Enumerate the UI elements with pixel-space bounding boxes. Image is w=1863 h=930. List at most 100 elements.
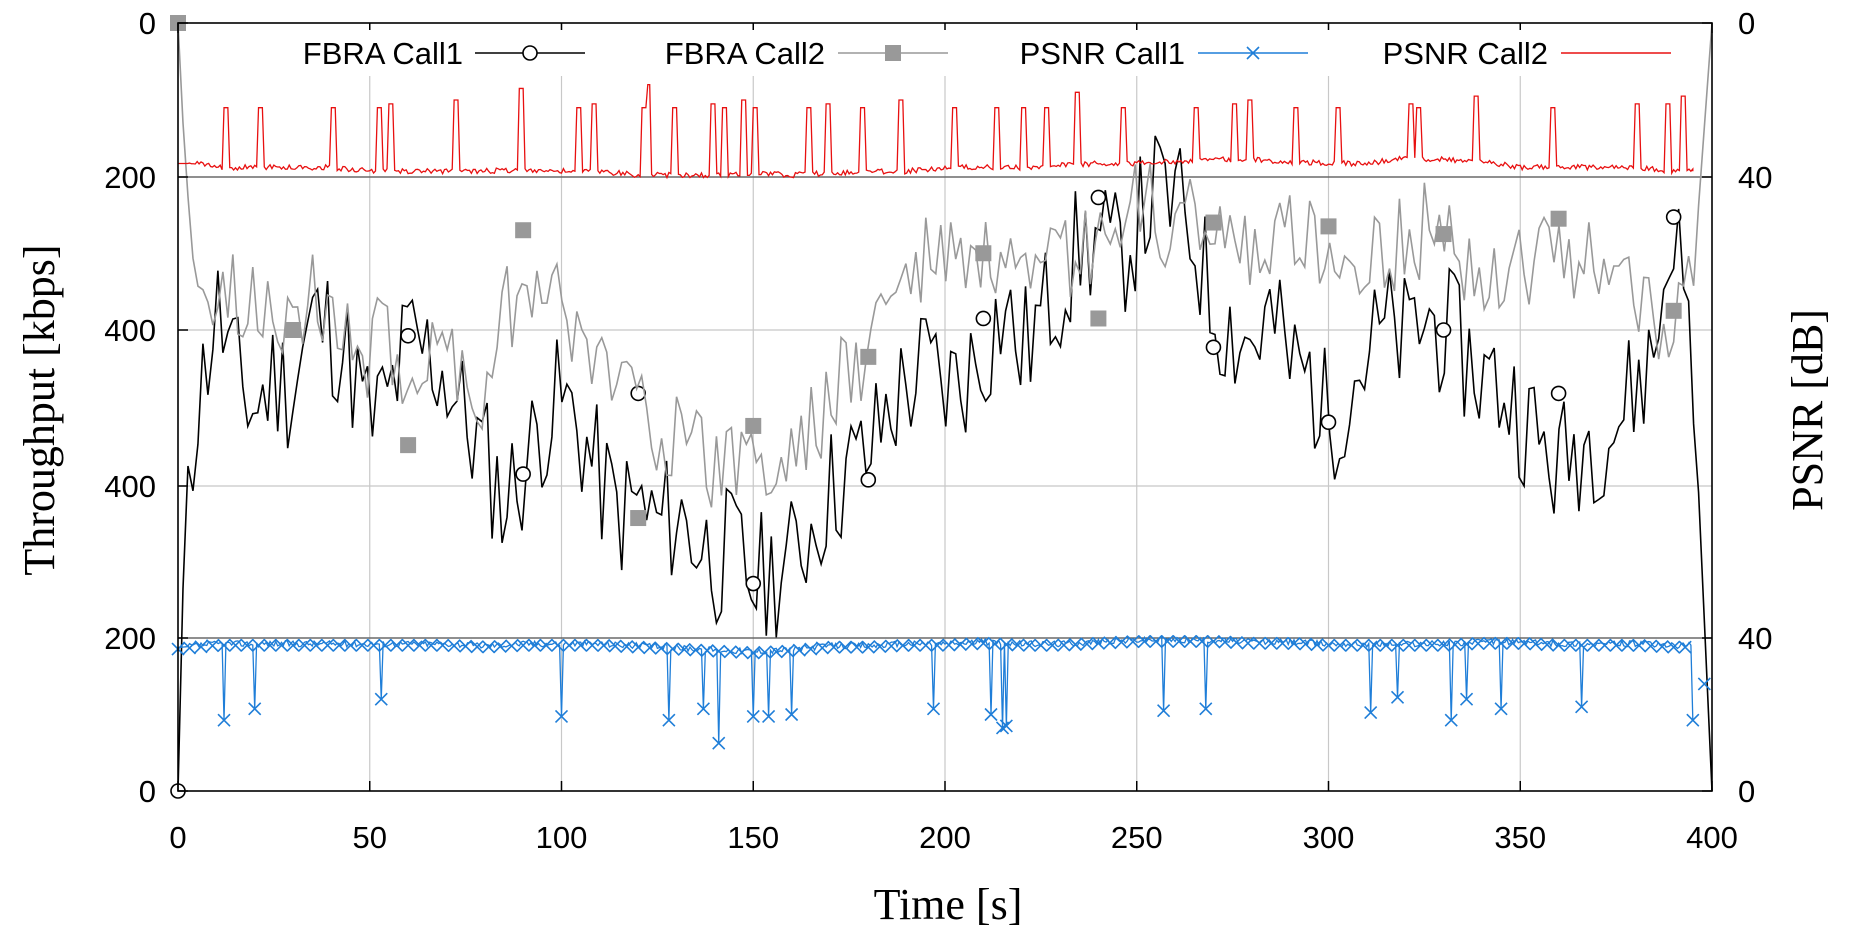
marker-psnr-call1 [1321,638,1336,652]
marker-psnr-call1 [1160,634,1174,649]
marker-psnr-call1 [516,638,530,652]
marker-psnr-call1 [930,638,944,652]
marker-psnr-call1 [1390,690,1405,704]
marker-psnr-call1 [1552,638,1566,652]
marker-fbra-call1 [1320,414,1337,431]
marker-fbra-call1 [1550,385,1567,402]
marker-psnr-call1 [1126,635,1140,649]
y-tick-label-left: 0 [139,6,156,41]
marker-psnr-call1 [1080,637,1094,651]
marker-psnr-call1 [1137,634,1151,649]
marker-psnr-call1 [332,638,346,652]
marker-psnr-call1 [401,638,415,652]
marker-psnr-call1 [424,638,438,652]
legend-label: FBRA Call2 [665,36,825,71]
marker-psnr-call1 [1494,702,1508,716]
marker-fbra-call1 [515,466,531,482]
marker-fbra-call2 [1320,218,1337,235]
marker-psnr-call1 [1344,638,1359,652]
marker-psnr-call1 [1275,636,1290,650]
marker-psnr-call1 [988,637,1002,651]
marker-psnr-call1 [1114,635,1128,649]
marker-psnr-call1 [631,640,645,654]
marker-psnr-call1 [390,638,404,652]
marker-psnr-call1 [1517,636,1531,651]
marker-psnr-call1 [907,638,921,652]
marker-psnr-call1 [597,638,611,653]
marker-psnr-call1 [1425,638,1439,652]
marker-psnr-call1 [1149,634,1163,649]
marker-psnr-call1 [1390,638,1405,652]
marker-psnr-call1 [1494,636,1508,650]
marker-psnr-call1 [574,638,588,652]
marker-psnr-call1 [1609,638,1623,652]
marker-psnr-call1 [1667,640,1681,654]
marker-psnr-call1 [984,707,998,722]
marker-psnr-call1 [482,640,496,654]
marker-fbra-call2 [285,322,302,338]
marker-fbra-call2 [1665,302,1682,319]
marker-psnr-call1 [896,638,910,653]
marker-psnr-call1 [1068,637,1082,652]
marker-psnr-call1 [1218,635,1232,649]
marker-psnr-call1 [1298,637,1313,651]
legend: FBRA Call1 FBRA Call2 PSNR Call1 PSNR Call2 [240,30,1690,76]
legend-marker-square [885,45,901,61]
marker-psnr-call1 [919,638,933,652]
marker-psnr-call1 [1459,637,1474,651]
x-axis-title: Time [s] [874,880,1023,929]
marker-psnr-call1 [942,638,956,652]
y-axis-title-left: Throughput [kbps] [15,244,64,575]
marker-psnr-call1 [965,637,979,651]
y-tick-label-right: 0 [1738,6,1755,41]
series-line-fbra-call2 [177,22,1713,508]
legend-label: FBRA Call1 [303,36,463,71]
y-tick-label-left: 400 [104,469,156,504]
marker-psnr-call1 [861,640,875,654]
marker-fbra-call1 [400,327,416,344]
marker-psnr-call1 [378,638,392,652]
marker-psnr-call1 [608,639,622,653]
marker-psnr-call1 [1586,638,1600,652]
x-tick-label: 0 [169,820,186,855]
y-tick-label-right: 40 [1738,621,1772,656]
marker-psnr-call1 [1540,638,1554,652]
marker-psnr-call1 [700,644,714,658]
y-tick-label-right: 40 [1738,160,1772,195]
marker-psnr-call1 [217,638,231,652]
marker-fbra-call1 [1665,209,1682,225]
marker-fbra-call2 [515,222,532,239]
marker-psnr-call1 [953,637,967,652]
marker-psnr-call1 [1011,638,1025,652]
legend-label: PSNR Call1 [1020,36,1185,71]
marker-psnr-call1 [1506,636,1520,650]
marker-psnr-call1 [470,640,484,654]
marker-psnr-call1 [374,692,388,706]
marker-psnr-call1 [1264,636,1278,650]
marker-psnr-call1 [804,642,818,656]
marker-psnr-call1 [995,721,1010,735]
marker-psnr-call1 [1091,636,1105,650]
marker-psnr-call1 [838,640,852,654]
marker-psnr-call1 [827,640,841,654]
x-tick-label: 350 [1494,820,1546,855]
series-line-fbra-call1 [177,135,1713,792]
marker-psnr-call1 [1413,638,1428,652]
marker-psnr-call1 [1367,638,1382,652]
marker-psnr-call1 [1598,638,1612,652]
x-tick-label: 150 [727,820,779,855]
marker-fbra-call1 [1090,189,1107,206]
marker-psnr-call1 [1621,638,1635,652]
marker-psnr-call1 [1364,706,1378,720]
marker-psnr-call1 [1241,636,1255,650]
y-tick-label-right: 0 [1738,774,1755,809]
marker-fbra-call2 [860,348,877,365]
marker-psnr-call1 [758,645,772,659]
marker-psnr-call1 [712,644,726,658]
y-tick-label-left: 200 [104,160,156,195]
marker-fbra-call1 [745,575,762,592]
marker-fbra-call1 [1205,339,1222,356]
y-tick-label-left: 400 [104,313,156,348]
marker-psnr-call1 [1103,636,1117,650]
marker-psnr-call1 [413,638,427,652]
